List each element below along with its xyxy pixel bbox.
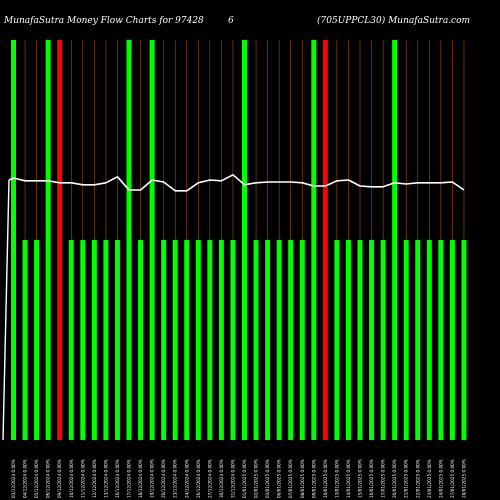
x-tick-label: 16/12/2024 0.00% — [115, 459, 120, 498]
x-tick-label: 27/01/2025 0.00% — [450, 459, 455, 498]
x-tick-label: 24/01/2025 0.00% — [438, 459, 443, 498]
x-tick-label: 20/01/2025 0.00% — [392, 459, 397, 498]
bar — [299, 240, 305, 440]
x-tick-label: 11/12/2024 0.00% — [80, 459, 85, 498]
x-tick-label: 23/12/2024 0.00% — [173, 459, 178, 498]
bar — [276, 240, 282, 440]
x-tick-label: 13/01/2025 0.00% — [334, 459, 339, 498]
x-tick-label: 14/01/2025 0.00% — [346, 459, 351, 498]
x-tick-label: 10/12/2024 0.00% — [69, 459, 74, 498]
x-tick-label: 10/01/2025 0.00% — [323, 459, 328, 498]
bar — [149, 40, 155, 440]
x-tick-label: 02/01/2025 0.00% — [254, 459, 259, 498]
x-tick-label: 09/12/2024 0.00% — [57, 459, 62, 498]
x-tick-label: 09/01/2025 0.00% — [311, 459, 316, 498]
x-tick-label: 20/12/2024 0.00% — [161, 459, 166, 498]
bar — [449, 240, 455, 440]
x-tick-label: 26/12/2024 0.00% — [196, 459, 201, 498]
x-tick-label: 16/01/2025 0.00% — [369, 459, 374, 498]
tick-layer: 03/12/2024 0.00% 04/12/2024 0.00% 05/12/20… — [11, 459, 466, 498]
x-tick-label: 21/01/2025 0.00% — [404, 459, 409, 498]
bar — [322, 40, 328, 440]
bar — [253, 240, 259, 440]
bar — [80, 240, 86, 440]
bar — [345, 240, 351, 440]
bar — [311, 40, 317, 440]
bar — [103, 240, 109, 440]
x-tick-label: 22/01/2025 0.00% — [415, 459, 420, 498]
x-tick-label: 31/12/2024 0.00% — [230, 459, 235, 498]
bar — [369, 240, 375, 440]
x-tick-label: 01/01/2025 0.00% — [242, 459, 247, 498]
bar — [126, 40, 132, 440]
bar — [288, 240, 294, 440]
x-tick-label: 17/12/2024 0.00% — [127, 459, 132, 498]
bar — [403, 240, 409, 440]
x-tick-label: 08/01/2025 0.00% — [300, 459, 305, 498]
line-layer — [2, 174, 465, 441]
bar — [265, 240, 271, 440]
bar — [57, 40, 63, 440]
bar — [392, 40, 398, 440]
x-tick-label: 07/01/2025 0.00% — [288, 459, 293, 498]
chart-subtitle: (705UPPCL30) MunafaSutra.com — [317, 15, 470, 26]
money-flow-line-tail — [2, 179, 10, 441]
bar — [34, 240, 40, 440]
x-tick-label: 24/12/2024 0.00% — [184, 459, 189, 498]
bar — [357, 240, 363, 440]
bar — [426, 240, 432, 440]
bar — [218, 240, 224, 440]
bar — [45, 40, 51, 440]
x-tick-label: 05/12/2024 0.00% — [34, 459, 39, 498]
x-tick-label: 06/01/2025 0.00% — [277, 459, 282, 498]
bar-layer — [11, 40, 467, 440]
bar — [138, 240, 144, 440]
bar — [114, 240, 120, 440]
x-tick-label: 28/01/2025 0.00% — [461, 459, 466, 498]
bar — [380, 240, 386, 440]
bar — [207, 240, 213, 440]
bar — [415, 240, 421, 440]
bar — [91, 240, 97, 440]
bar — [172, 240, 178, 440]
bar — [11, 40, 16, 440]
bar — [461, 240, 467, 440]
x-tick-label: 27/12/2024 0.00% — [207, 459, 212, 498]
x-tick-label: 03/01/2025 0.00% — [265, 459, 270, 498]
x-tick-label: 03/12/2024 0.00% — [11, 459, 16, 498]
x-tick-label: 12/12/2024 0.00% — [92, 459, 97, 498]
bar — [438, 240, 444, 440]
money-flow-line — [8, 174, 465, 192]
x-tick-label: 23/01/2025 0.00% — [427, 459, 432, 498]
x-tick-label: 18/12/2024 0.00% — [138, 459, 143, 498]
x-tick-label: 17/01/2025 0.00% — [381, 459, 386, 498]
bar — [161, 240, 167, 440]
chart-title: MunafaSutra Money Flow Charts for 97428 — [3, 16, 204, 26]
x-tick-label: 19/12/2024 0.00% — [150, 459, 155, 498]
x-tick-label: 06/12/2024 0.00% — [46, 459, 51, 498]
chart-title-mid: 6 — [228, 16, 234, 26]
x-tick-label: 30/12/2024 0.00% — [219, 459, 224, 498]
x-tick-label: 15/01/2025 0.00% — [358, 459, 363, 498]
bar — [184, 240, 190, 440]
bar — [334, 240, 340, 440]
x-tick-label: 04/12/2024 0.00% — [23, 459, 28, 498]
bar — [68, 240, 74, 440]
bar — [22, 240, 28, 440]
x-tick-label: 13/12/2024 0.00% — [103, 459, 108, 498]
bar — [242, 40, 247, 440]
bar — [230, 240, 236, 440]
bar — [195, 240, 201, 440]
